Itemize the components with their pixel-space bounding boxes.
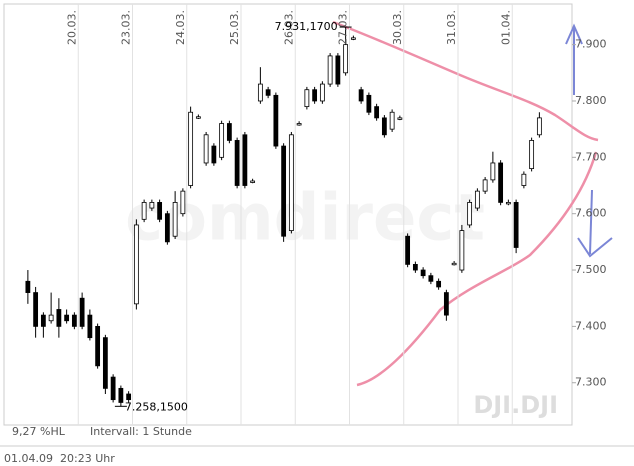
down-arrow-drawing [577,189,613,258]
y-tick-label: 7.900 [575,38,607,51]
candle-body [304,89,310,108]
candle-body [312,89,318,102]
candle-body [164,213,170,243]
candle-body [180,190,186,215]
candle-body [366,94,372,113]
candle-body [95,325,101,367]
candle-body [234,140,240,186]
candle-body [79,297,85,327]
lower-trend-drawing [356,151,598,387]
upper-trend-drawing [332,20,599,142]
symbol: DJI.DJI [473,391,558,419]
candle-body [226,123,232,141]
candle-body [219,123,225,158]
range-note: 9,27 %HL [12,425,66,438]
y-tick-label: 7.800 [575,94,607,107]
candle-body [459,230,465,271]
candle-body [56,309,62,327]
candle-body [118,387,124,403]
candle-body [327,55,333,85]
candle-body [443,292,449,316]
candle-body [397,117,403,120]
timestamp-date: 01.04.09 [4,452,53,465]
candle-body [33,292,39,327]
candle-body [343,44,349,74]
candle-body [281,145,287,237]
y-tick-label: 7.300 [575,376,607,389]
candle-body [381,117,387,136]
x-tick-label: 25.03. [228,10,241,45]
candle-body [389,111,395,130]
candle-body [133,224,139,305]
annotation: 7.931,1700 [275,20,338,33]
candle-body [529,140,535,170]
candle-body [110,376,116,401]
candle-body [319,83,325,102]
x-tick-label: 30.03. [391,10,404,45]
candle-body [288,134,294,231]
candle-body [172,202,178,237]
candle-body [474,190,480,209]
candle-body [211,145,217,164]
candle-body [358,89,364,102]
candle-body [296,123,302,126]
x-tick-label: 26.03. [282,10,295,45]
candle-body [335,55,341,85]
candle-body [250,180,256,183]
candle-body [405,235,411,265]
candle-body [412,263,418,271]
candle-body [64,314,70,322]
candle-body [48,314,54,322]
candle-body [374,106,380,119]
candle-body [195,116,201,119]
candle-body [203,134,209,164]
candle-body [149,202,155,209]
candle-body [157,202,163,220]
y-tick-label: 7.500 [575,263,607,276]
watermark: comdirect [125,182,485,256]
candle-body [505,202,511,205]
candle-body [102,337,108,389]
candle-body [141,202,147,220]
candle-body [273,94,279,147]
candle-body [87,314,93,339]
candle-body [490,162,496,181]
candles [25,27,542,407]
y-tick-label: 7.600 [575,207,607,220]
x-tick-label: 01.04. [499,10,512,45]
candle-body [257,83,263,102]
candle-body [265,89,271,96]
candle-body [188,111,194,186]
timestamp-time: 20:23 Uhr [60,452,115,465]
candle-body [428,275,434,282]
candle-body [513,202,519,248]
candle-body [536,117,542,136]
candle-body [242,134,248,186]
candle-body [436,280,442,288]
candle-body [40,314,46,327]
candle-body [25,280,31,293]
candle-body [498,162,504,203]
up-arrow-drawing [565,23,583,95]
x-tick-label: 24.03. [174,10,187,45]
x-tick-label: 23.03. [120,10,133,45]
interval: Intervall: 1 Stunde [90,425,192,438]
x-tick-label: 31.03. [445,10,458,45]
x-tick-label: 20.03. [65,10,78,45]
y-tick-label: 7.700 [575,150,607,163]
annotation: 7.258,1500 [125,400,188,413]
candle-body [467,202,473,226]
candle-body [420,269,426,277]
candle-body [482,179,488,192]
candle-body [451,262,457,266]
candle-body [521,173,527,186]
y-tick-label: 7.400 [575,319,607,332]
candle-body [126,393,132,401]
candle-body [71,314,77,327]
candle-body [350,37,356,40]
